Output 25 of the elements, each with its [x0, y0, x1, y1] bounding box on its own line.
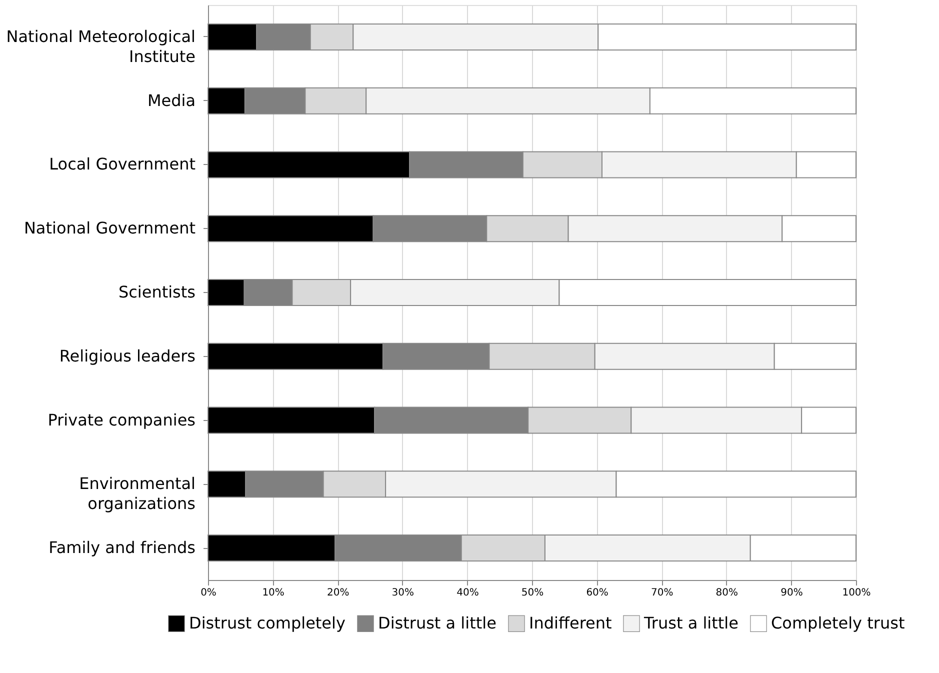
- x-tick-label: 10%: [262, 588, 284, 598]
- y-tick-label: Scientists: [118, 282, 196, 302]
- x-tick-label: 20%: [326, 588, 350, 598]
- legend-label: Indifferent: [529, 614, 612, 633]
- y-tick-label: National Meteorological Institute: [6, 26, 196, 66]
- x-tick-label: 100%: [842, 588, 871, 598]
- y-tick-label: Environmental organizations: [79, 474, 196, 514]
- y-tick-label: Religious leaders: [59, 346, 196, 366]
- x-tick-label: 80%: [716, 588, 738, 598]
- x-tick-label: 30%: [392, 588, 414, 598]
- x-tick-label: 60%: [586, 588, 608, 598]
- y-tick-label: National Government: [24, 218, 196, 238]
- legend-label: Distrust a little: [378, 614, 496, 633]
- y-tick-label: Private companies: [48, 410, 196, 430]
- x-tick-label: 90%: [780, 588, 803, 598]
- legend-label: Trust a little: [643, 614, 738, 633]
- y-tick-label: Local Government: [49, 154, 196, 174]
- x-tick-label: 0%: [200, 588, 216, 598]
- legend-label: Distrust completely: [189, 614, 346, 633]
- y-tick-label: Family and friends: [48, 538, 196, 558]
- x-tick-label: 70%: [650, 588, 674, 598]
- x-tick-label: 40%: [456, 588, 479, 598]
- legend-label: Completely trust: [771, 614, 905, 633]
- x-tick-label: 50%: [521, 588, 544, 598]
- y-tick-label: Media: [147, 90, 196, 110]
